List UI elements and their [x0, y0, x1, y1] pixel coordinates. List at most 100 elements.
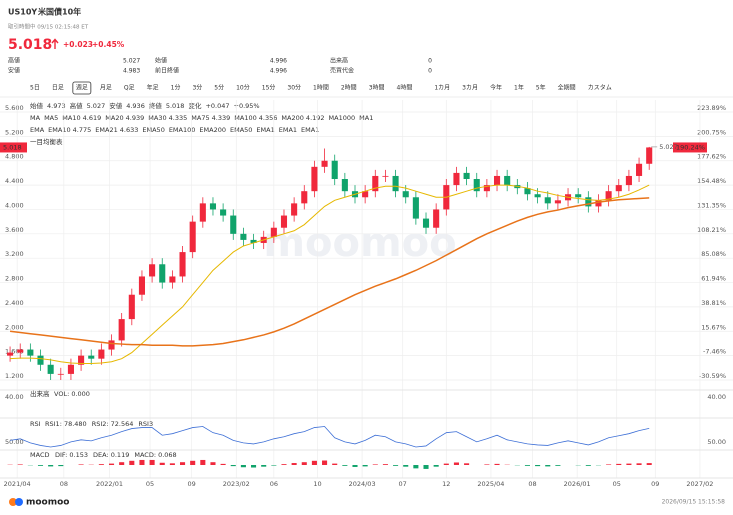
macd-bar — [616, 463, 622, 465]
tab[interactable]: 日足 — [52, 85, 64, 92]
legend-item: MA5 — [44, 114, 58, 122]
candle-body — [585, 197, 592, 207]
candle-body — [311, 166, 318, 192]
range-tab[interactable]: 3カ月 — [462, 85, 478, 92]
last-pct-box — [673, 142, 707, 153]
candle-body — [159, 264, 166, 283]
macd-bar — [149, 459, 155, 465]
candle-body — [17, 349, 24, 353]
candle-body — [118, 319, 125, 341]
candle-body — [392, 175, 399, 192]
legend-item: 5.018 — [166, 102, 185, 110]
up-arrow — [51, 38, 59, 49]
candle-body — [27, 349, 34, 356]
panel-title: RSI — [30, 420, 41, 428]
macd-bar — [342, 465, 348, 466]
candle-body — [301, 191, 308, 204]
macd-bar — [453, 462, 459, 465]
tab[interactable]: 3時間 — [369, 84, 385, 92]
rsi-scale: 50.00 — [707, 438, 726, 446]
tab[interactable]: 5日 — [30, 85, 40, 92]
candle-body — [554, 200, 561, 204]
macd-bar — [423, 465, 429, 469]
candle-body — [534, 194, 541, 198]
tab[interactable]: 4時間 — [397, 84, 413, 92]
x-tick-label: 05 — [146, 480, 154, 488]
range-tab[interactable]: 今年 — [490, 84, 502, 92]
macd-bar — [291, 463, 297, 465]
x-tick-label: 08 — [528, 480, 536, 488]
y2-tick-label: -30.59% — [699, 372, 726, 380]
macd-bar — [301, 462, 307, 465]
macd-bar — [484, 464, 490, 465]
legend-item: 4.936 — [126, 102, 145, 110]
legend-item: +0.047 — [205, 102, 229, 110]
y2-tick-label: 108.21% — [697, 226, 726, 234]
macd-bar — [271, 465, 277, 466]
y2-tick-label: -7.46% — [703, 348, 726, 356]
macd-bar — [311, 460, 317, 465]
tab[interactable]: 月足 — [100, 85, 112, 92]
tab[interactable]: 2時間 — [341, 84, 357, 92]
candle-body — [7, 352, 14, 356]
rsi-label: RSI3 — [138, 420, 153, 428]
range-tab[interactable]: 5年 — [536, 84, 546, 92]
range-tab[interactable]: 全期間 — [558, 84, 576, 92]
stat-value: 4.996 — [270, 68, 287, 75]
tab[interactable]: 5分 — [214, 84, 224, 92]
macd-bar — [433, 465, 439, 467]
tab[interactable]: 週足 — [76, 84, 88, 92]
macd-bar — [48, 465, 54, 467]
tab[interactable]: 年足 — [147, 84, 159, 92]
macd-bar — [535, 465, 541, 467]
candle-body — [189, 221, 196, 253]
tab[interactable]: Q足 — [124, 85, 135, 92]
logo: moomoo — [26, 498, 70, 508]
candle-body — [382, 175, 389, 177]
tab[interactable]: 1時間 — [313, 84, 329, 92]
macd-bar — [646, 463, 652, 465]
range-tab[interactable]: 1年 — [514, 84, 524, 92]
candle-body — [453, 172, 460, 186]
legend-item: EMA1 — [256, 126, 274, 134]
x-tick-label: 2023/02 — [223, 480, 250, 488]
y-tick-label: 3.200 — [5, 250, 24, 258]
rsi-label: RSI1: 78.480 — [45, 420, 87, 428]
range-tab[interactable]: カスタム — [588, 84, 612, 92]
candle-body — [362, 191, 369, 198]
y-tick-label: 4.400 — [5, 177, 24, 185]
tab[interactable]: 1分 — [171, 84, 181, 92]
tab[interactable]: 3分 — [192, 84, 202, 92]
legend-item: 高値 — [70, 101, 84, 110]
legend-item: EMA200 — [199, 126, 226, 134]
tab[interactable]: 10分 — [236, 84, 250, 92]
macd-bar — [382, 464, 388, 465]
candle-body — [88, 355, 95, 359]
timestamp: 2026/09/15 15:15:58 — [662, 499, 726, 506]
legend-item: +0.95% — [234, 102, 260, 110]
candle-body — [504, 175, 511, 186]
x-tick-label: 12 — [442, 480, 450, 488]
macd-bar — [261, 465, 267, 467]
last-price-box — [0, 142, 27, 153]
candle-body — [483, 185, 490, 192]
tab[interactable]: 30分 — [287, 84, 301, 92]
change: +0.023 — [63, 40, 93, 49]
plot: 高値 5.027 始値 4.996 出来高 0安値 4.983 前日終値 4.996 売買代金 05… — [0, 57, 733, 488]
macd-bar — [169, 463, 175, 465]
tab[interactable]: 15分 — [262, 84, 276, 92]
macd-bar — [413, 465, 419, 469]
candle-body — [179, 252, 186, 277]
volume-label: VOL: 0.000 — [54, 390, 90, 398]
legend-item: MA — [30, 114, 41, 122]
legend-item: MA200 4.192 — [281, 114, 324, 122]
macd-bar — [443, 463, 449, 465]
candle-body — [67, 364, 74, 374]
range-tab[interactable]: 1カ月 — [434, 85, 450, 92]
x-tick-label: 09 — [651, 480, 659, 488]
candle-body — [544, 197, 551, 204]
candle-body — [433, 209, 440, 228]
candle-body — [636, 163, 643, 176]
volume-scale: 40.00 — [5, 393, 24, 401]
